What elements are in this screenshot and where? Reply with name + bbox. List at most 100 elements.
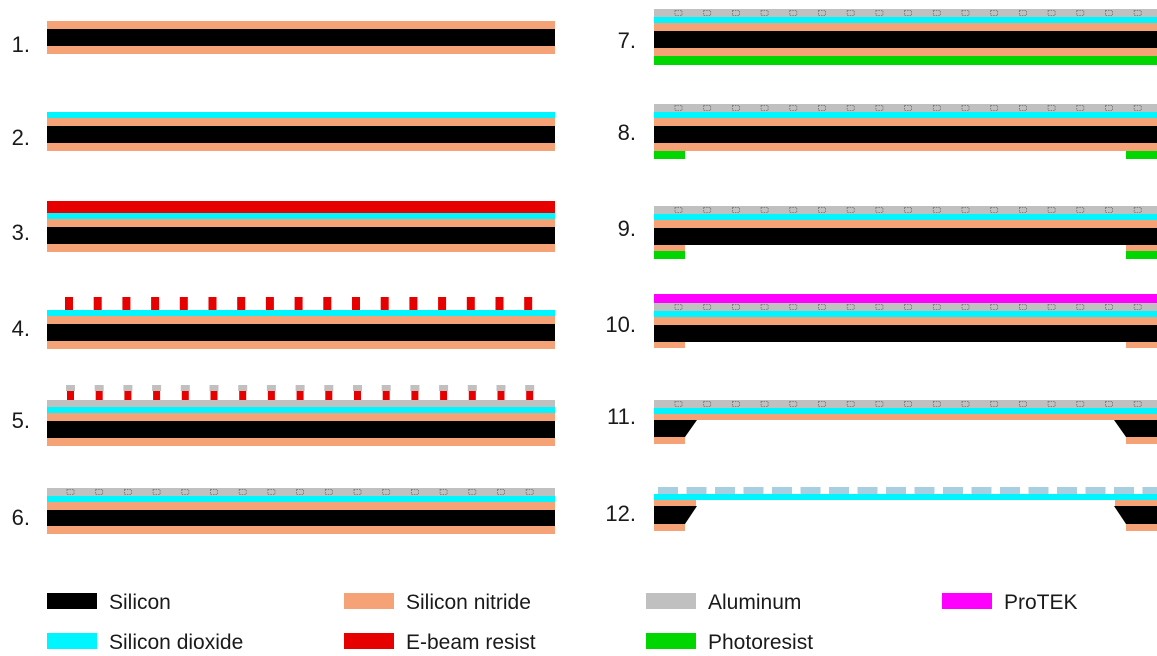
legend-label-oxide: Silicon dioxide [109,631,243,654]
aluminum-on-resist [94,385,104,391]
aluminum-hole [732,207,740,213]
aluminum-hole [846,105,855,111]
nitride-top [654,23,1157,31]
ebeam-resist-line [352,297,360,310]
ebeam-resist-line [497,391,505,400]
aluminum-hole [1105,10,1113,16]
ebeam-resist-line [265,297,274,310]
nitride-top [47,316,555,324]
aluminum-on-resist [123,385,133,391]
ebeam-resist-line [466,297,475,310]
nitride-top [47,118,555,126]
aluminum-on-resist [353,385,362,391]
silicon-wafer [47,324,555,341]
aluminum-hole [846,207,855,213]
aluminum-hole [932,105,941,111]
legend: Silicon Silicon nitride Aluminum ProTEK Sili… [47,591,1078,654]
aluminum-hole [818,105,826,111]
nitride-top [654,118,1157,126]
ebeam-resist-line [95,391,103,400]
aluminum-hole [181,489,190,495]
silicon-frame-right [1114,506,1157,524]
ebeam-resist-line [438,297,447,310]
aluminum-hole [875,10,884,16]
aluminum-hole [497,489,505,495]
aluminum-hole [875,304,884,310]
step-number: 11. [607,404,636,429]
patterned-oxide-feature [1000,487,1020,494]
patterned-oxide-feature [914,487,935,494]
patterned-oxide-feature [743,487,764,494]
legend-label-nitride: Silicon nitride [406,591,531,614]
aluminum-hole [1076,401,1085,407]
aluminum-hole [932,401,941,407]
aluminum-layer [47,488,555,496]
aluminum-hole [760,10,769,16]
aluminum-hole [1133,401,1142,407]
nitride-top-left [654,500,696,506]
oxide-membrane [654,494,1157,500]
ebeam-resist-line [93,297,102,310]
process-step-8: 8. [618,104,1157,159]
legend-item-oxide: Silicon dioxide [47,631,243,654]
aluminum-hole [1019,10,1027,16]
nitride-bottom-left [654,342,685,348]
patterned-oxide-feature [772,487,792,494]
aluminum-layer [654,400,1157,408]
aluminum-hole [789,304,798,310]
aluminum-on-resist [525,385,535,391]
legend-swatch-nitride [344,593,394,609]
nitride-bottom-right [1126,342,1157,348]
aluminum-hole [961,401,970,407]
aluminum-hole [875,401,884,407]
aluminum-hole [961,105,970,111]
aluminum-hole [990,207,999,213]
aluminum-hole [1133,105,1142,111]
silicon-wafer [47,421,555,438]
aluminum-hole [789,105,798,111]
aluminum-hole [1076,10,1085,16]
legend-item-nitride: Silicon nitride [344,591,531,614]
aluminum-hole [846,10,855,16]
step-number: 1. [12,32,30,57]
patterned-oxide-feature [886,487,906,494]
photoresist-right [1126,251,1157,259]
aluminum-layer [654,9,1157,17]
nitride-bottom-left [654,437,685,444]
aluminum-hole [703,105,712,111]
silicon-wafer [47,29,555,46]
aluminum-hole [1105,304,1113,310]
step-number: 10. [605,312,636,337]
step-number: 8. [618,120,636,145]
aluminum-hole [961,207,970,213]
silicon-wafer [47,126,555,143]
oxide-layer [654,311,1157,317]
patterned-oxide-feature [1028,487,1049,494]
nitride-bottom [47,143,555,151]
aluminum-hole [525,489,534,495]
aluminum-hole [789,207,798,213]
process-step-12: 12. [605,487,1157,531]
nitride-bottom-right [1126,524,1157,531]
aluminum-hole [674,401,683,407]
nitride-membrane [654,414,1157,420]
legend-swatch-ebeam [344,633,394,649]
aluminum-hole [732,105,740,111]
photoresist-layer [654,56,1157,65]
nitride-top [654,220,1157,228]
ebeam-resist-line [208,297,217,310]
ebeam-resist-line [67,391,74,400]
legend-item-ebeam: E-beam resist [344,631,536,654]
aluminum-hole [1133,207,1142,213]
nitride-bottom [47,244,555,252]
aluminum-layer [654,206,1157,214]
aluminum-on-resist [66,385,75,391]
silicon-frame-right [1114,420,1157,437]
aluminum-hole [296,489,305,495]
aluminum-hole [152,489,161,495]
aluminum-hole [875,207,884,213]
aluminum-hole [760,105,769,111]
aluminum-hole [1076,105,1085,111]
aluminum-hole [961,304,970,310]
nitride-bottom-left [654,245,685,251]
